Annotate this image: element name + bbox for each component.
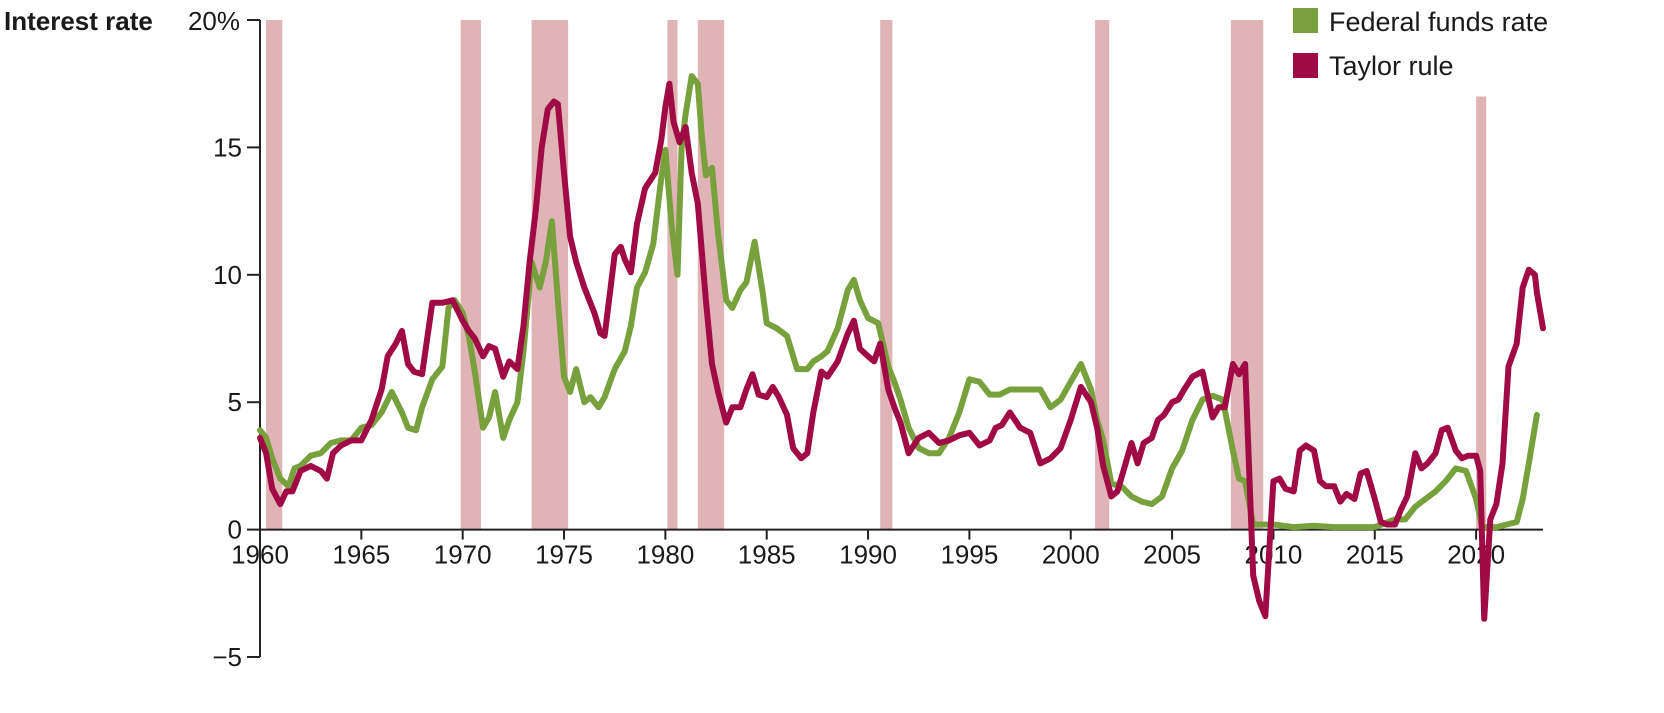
recession-band: [1095, 20, 1110, 530]
recession-band: [667, 20, 678, 530]
x-tick-label: 2000: [1042, 540, 1100, 570]
series-lines: [257, 73, 1546, 622]
legend-label-taylor-rule: Taylor rule: [1329, 51, 1454, 81]
y-tick-label: 5: [228, 387, 242, 417]
y-axis-top-label: 20%: [188, 6, 240, 36]
x-ticks: 1960 1965 1970 1975 1980 1985 1990 1995 2000 2005…: [231, 529, 1505, 570]
y-ticks: −5 0 5 10 15: [212, 19, 260, 672]
legend-label-federal-funds: Federal funds rate: [1329, 7, 1548, 37]
legend: Federal funds rate Taylor rule: [1293, 7, 1548, 81]
y-tick-label: 15: [213, 132, 242, 162]
x-tick-label: 1970: [434, 540, 492, 570]
recession-band: [266, 20, 283, 530]
x-tick-label: 1960: [231, 540, 289, 570]
x-tick-label: 1975: [535, 540, 593, 570]
recession-band: [1476, 96, 1487, 530]
y-tick-label: −5: [212, 642, 242, 672]
x-tick-label: 1985: [738, 540, 796, 570]
recession-bands: [266, 20, 1487, 530]
y-tick-label: 10: [213, 260, 242, 290]
taylor-rule-line: [257, 80, 1546, 622]
x-tick-label: 1990: [839, 540, 897, 570]
x-tick-label: 1995: [940, 540, 998, 570]
legend-swatch-taylor-rule: [1293, 53, 1318, 78]
x-tick-label: 2020: [1447, 540, 1505, 570]
x-tick-label: 1965: [332, 540, 390, 570]
x-tick-label: 2015: [1346, 540, 1404, 570]
x-tick-label: 1980: [636, 540, 694, 570]
y-tick-label: 0: [228, 515, 242, 545]
x-tick-label: 2005: [1143, 540, 1201, 570]
recession-band: [460, 20, 481, 530]
recession-band: [880, 20, 893, 530]
legend-swatch-federal-funds: [1293, 8, 1318, 33]
y-axis-title: Interest rate: [4, 6, 153, 36]
